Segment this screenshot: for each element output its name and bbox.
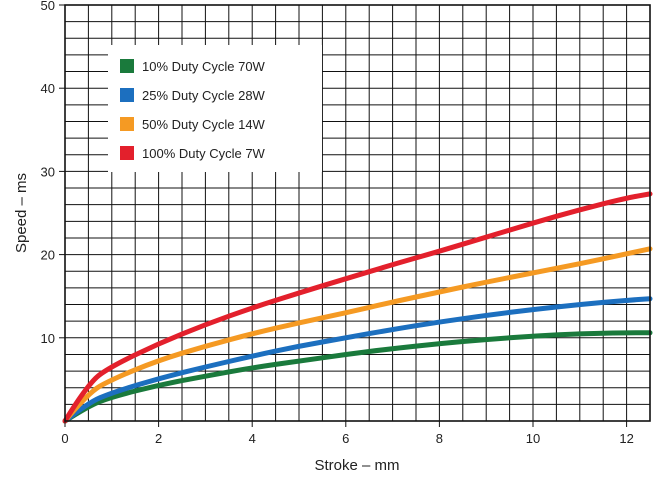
series-line <box>62 330 653 424</box>
legend: 10% Duty Cycle 70W 25% Duty Cycle 28W 50% … <box>108 45 322 172</box>
legend-swatch <box>120 146 134 160</box>
y-tick-labels: 10 20 30 40 50 <box>41 0 65 346</box>
series-line <box>62 191 653 424</box>
y-tick-label: 50 <box>41 0 55 13</box>
x-tick-label: 2 <box>155 431 162 446</box>
legend-label: 50% Duty Cycle 14W <box>142 117 266 132</box>
x-tick-label: 0 <box>61 431 68 446</box>
y-tick-label: 40 <box>41 81 55 96</box>
y-tick-label: 30 <box>41 164 55 179</box>
x-axis-title: Stroke – mm <box>314 457 399 474</box>
x-tick-label: 12 <box>619 431 633 446</box>
x-tick-labels: 0 2 4 6 8 10 12 <box>61 421 634 446</box>
y-tick-label: 10 <box>41 331 55 346</box>
legend-swatch <box>120 117 134 131</box>
legend-swatch <box>120 59 134 73</box>
series-line <box>62 246 653 424</box>
series-line <box>62 296 653 424</box>
x-tick-label: 4 <box>249 431 256 446</box>
legend-label: 25% Duty Cycle 28W <box>142 88 266 103</box>
y-tick-label: 20 <box>41 248 55 263</box>
legend-box <box>108 45 322 172</box>
plot-frame <box>64 4 651 422</box>
legend-label: 100% Duty Cycle 7W <box>142 146 266 161</box>
series-group <box>62 191 653 424</box>
y-axis-title: Speed – ms <box>13 173 30 253</box>
legend-swatch <box>120 88 134 102</box>
x-tick-label: 10 <box>526 431 540 446</box>
x-tick-label: 6 <box>342 431 349 446</box>
legend-label: 10% Duty Cycle 70W <box>142 59 266 74</box>
x-tick-label: 8 <box>436 431 443 446</box>
